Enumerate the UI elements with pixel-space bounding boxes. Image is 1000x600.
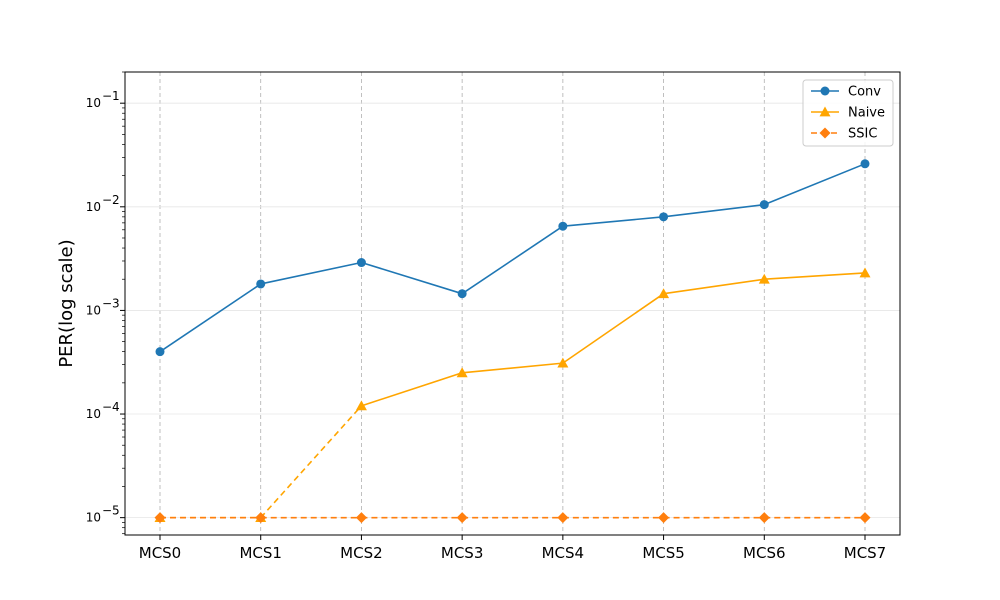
series-naive-point: [456, 367, 468, 378]
x-tick-label: MCS4: [542, 544, 584, 562]
y-tick-exponent: −1: [102, 89, 120, 103]
series-conv-segment: [763, 163, 866, 206]
series-conv-point: [659, 212, 669, 222]
y-tick-exponent: −5: [102, 504, 120, 518]
series-conv-segment: [361, 261, 463, 295]
x-tick-label: MCS1: [239, 544, 281, 562]
series-conv-segment: [159, 283, 262, 353]
series-naive-segment: [764, 272, 866, 281]
series-naive-point: [658, 288, 670, 299]
legend-label-conv: Conv: [848, 85, 881, 100]
series-naive-point: [758, 273, 770, 284]
x-tick-label: MCS6: [743, 544, 785, 562]
axis-layer: MCS0 MCS1 MCS2 MCS3 MCS4 MCS5 MCS6 MCS710−110−2…: [86, 71, 886, 562]
y-tick-exponent: −3: [102, 296, 120, 310]
series-conv-point: [457, 289, 467, 299]
y-tick-exponent: −2: [102, 193, 120, 207]
y-tick-exponent: −4: [102, 400, 120, 414]
series-naive-segment: [663, 278, 765, 295]
series-conv-point: [356, 258, 366, 268]
series-ssic-point: [355, 512, 367, 524]
legend-marker-naive: [819, 106, 831, 117]
series-ssic-point: [658, 512, 670, 524]
series-conv: [155, 159, 870, 357]
series-conv-point: [759, 200, 769, 210]
series-ssic-point: [255, 512, 267, 524]
series-ssic-point: [758, 512, 770, 524]
series-ssic-point: [456, 512, 468, 524]
series-conv-segment: [562, 216, 664, 227]
series-naive-point: [355, 400, 367, 411]
series-naive-segment: [562, 293, 665, 364]
series-conv-point: [860, 159, 870, 169]
x-tick-label: MCS2: [340, 544, 382, 562]
series-ssic-point: [557, 512, 569, 524]
series-naive-segment: [361, 372, 463, 407]
x-tick-label: MCS3: [441, 544, 483, 562]
series-conv-segment: [663, 203, 765, 218]
x-tick-label: MCS7: [844, 544, 886, 562]
y-tick-label: 10: [86, 303, 101, 317]
series-conv-point: [155, 347, 165, 357]
series-naive-segment: [260, 405, 363, 519]
legend-marker-conv: [820, 86, 830, 96]
legend-label-naive: Naive: [848, 106, 885, 121]
legend-label-ssic: SSIC: [848, 127, 877, 142]
series-ssic: [154, 512, 871, 524]
series-naive: [154, 267, 871, 523]
series-ssic-point: [154, 512, 166, 524]
legend: Conv Naive SSIC: [802, 79, 894, 147]
series-conv-point: [558, 221, 568, 231]
y-axis-title: PER(log scale): [56, 239, 77, 367]
x-tick-label: MCS5: [642, 544, 684, 562]
y-tick-label: 10: [86, 96, 101, 110]
series-naive-point: [859, 267, 871, 278]
series-layer: [154, 159, 871, 524]
series-conv-segment: [461, 225, 564, 295]
plot-frame: [124, 71, 901, 536]
series-naive-segment: [462, 362, 563, 374]
legend-marker-ssic: [819, 127, 831, 139]
y-tick-label: 10: [86, 511, 101, 525]
y-tick-label: 10: [86, 200, 101, 214]
series-conv-segment: [260, 261, 362, 285]
grid-layer: [125, 72, 900, 535]
series-conv-point: [256, 279, 266, 289]
x-tick-label: MCS0: [139, 544, 181, 562]
series-ssic-point: [859, 512, 871, 524]
y-tick-label: 10: [86, 407, 101, 421]
series-naive-point: [557, 357, 569, 368]
